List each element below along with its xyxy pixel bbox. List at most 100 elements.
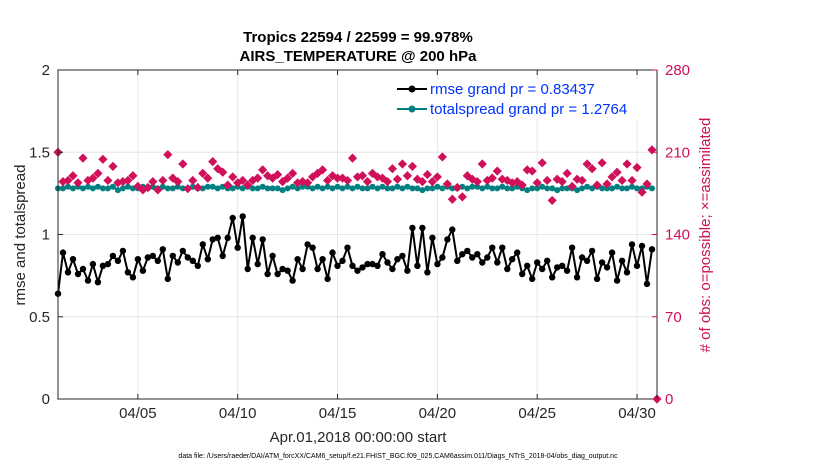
obs-marker-113 bbox=[617, 175, 627, 186]
obs-marker-46 bbox=[283, 173, 293, 183]
rmse-point-15 bbox=[129, 274, 137, 281]
obs-marker-31 bbox=[208, 157, 218, 167]
totalspread-point-96 bbox=[534, 185, 541, 192]
obs-marker-5 bbox=[78, 153, 88, 163]
totalspread-point-87 bbox=[489, 185, 496, 192]
totalspread-point-77 bbox=[439, 185, 446, 192]
y-tick-label-4: 2 bbox=[42, 62, 50, 79]
totalspread-point-54 bbox=[324, 183, 331, 190]
rmse-point-95 bbox=[529, 275, 536, 283]
legend-totalspread-marker bbox=[408, 105, 416, 113]
totalspread-point-105 bbox=[579, 185, 586, 192]
totalspread-point-24 bbox=[174, 183, 181, 190]
y-tick-label-2: 1 bbox=[42, 227, 50, 244]
rmse-point-90 bbox=[504, 265, 511, 273]
rmse-point-119 bbox=[648, 246, 656, 253]
rmse-point-91 bbox=[509, 256, 516, 263]
totalspread-point-25 bbox=[179, 185, 186, 192]
rmse-point-85 bbox=[479, 259, 486, 266]
obs-marker-70 bbox=[402, 171, 413, 181]
totalspread-point-68 bbox=[394, 183, 401, 190]
obs-marker-58 bbox=[342, 175, 353, 186]
rmse-point-28 bbox=[194, 262, 201, 269]
rmse-point-73 bbox=[419, 224, 426, 232]
totalspread-point-52 bbox=[314, 183, 321, 190]
rmse-point-40 bbox=[254, 260, 261, 268]
rmse-point-112 bbox=[613, 277, 621, 284]
obs-marker-34 bbox=[223, 180, 233, 190]
obs-marker-99 bbox=[547, 195, 557, 206]
obs-marker-37 bbox=[238, 175, 248, 186]
obs-marker-25 bbox=[178, 159, 188, 169]
obs-marker-81 bbox=[457, 192, 467, 202]
totalspread-point-75 bbox=[429, 185, 436, 192]
totalspread-point-88 bbox=[494, 185, 501, 192]
y-tick-label-0: 0 bbox=[42, 391, 50, 408]
totalspread-point-104 bbox=[574, 187, 581, 194]
totalspread-point-23 bbox=[169, 185, 176, 192]
y-axis-right: 0 70 140 210 280 bbox=[652, 62, 690, 408]
rmse-point-96 bbox=[534, 259, 541, 266]
rmse-point-110 bbox=[603, 264, 611, 271]
rmse-point-58 bbox=[344, 244, 351, 251]
totalspread-point-3 bbox=[70, 185, 76, 192]
legend-box bbox=[393, 79, 652, 119]
obs-marker-110 bbox=[602, 179, 612, 189]
rmse-point-63 bbox=[369, 260, 376, 268]
rmse-point-118 bbox=[643, 280, 651, 288]
rmse-point-13 bbox=[119, 247, 127, 255]
rmse-point-61 bbox=[359, 264, 366, 271]
obs-marker-77 bbox=[437, 152, 447, 162]
obs-marker-21 bbox=[158, 175, 168, 186]
rmse-point-99 bbox=[549, 274, 556, 281]
totalspread-point-58 bbox=[344, 183, 351, 190]
obs-marker-66 bbox=[382, 177, 393, 187]
obs-marker-79 bbox=[447, 194, 457, 204]
rmse-point-52 bbox=[314, 265, 321, 273]
obs-marker-87 bbox=[487, 173, 497, 183]
rmse-point-109 bbox=[598, 259, 606, 266]
obs-marker-95 bbox=[527, 166, 537, 176]
rmse-point-77 bbox=[439, 254, 446, 261]
totalspread-point-5 bbox=[80, 185, 86, 192]
rmse-point-105 bbox=[578, 254, 586, 261]
obs-marker-96 bbox=[532, 178, 542, 188]
obs-marker-105 bbox=[577, 175, 587, 186]
rmse-point-104 bbox=[573, 274, 581, 281]
x-tick-label-3: 04/20 bbox=[419, 405, 457, 422]
totalspread-point-94 bbox=[524, 187, 531, 194]
obs-marker-80 bbox=[452, 182, 462, 193]
obs-marker-108 bbox=[592, 180, 602, 190]
rmse-point-25 bbox=[179, 247, 186, 255]
totalspread-point-106 bbox=[584, 183, 591, 190]
rmse-point-106 bbox=[583, 257, 591, 264]
totalspread-point-43 bbox=[269, 185, 276, 192]
rmse-point-23 bbox=[169, 252, 176, 260]
totalspread-point-53 bbox=[319, 185, 326, 192]
totalspread-point-63 bbox=[369, 183, 376, 190]
totalspread-point-46 bbox=[284, 185, 291, 192]
x-tick-label-0: 04/05 bbox=[119, 405, 157, 422]
x-tick-label-4: 04/25 bbox=[518, 405, 556, 422]
rmse-point-20 bbox=[154, 257, 161, 264]
data-file-footer: data file: /Users/raeder/DAI/ATM_forcXX/… bbox=[178, 453, 618, 460]
rmse-point-1 bbox=[59, 249, 67, 256]
totalspread-point-71 bbox=[409, 185, 416, 192]
totalspread-point-40 bbox=[254, 185, 261, 192]
y2-tick-label-1: 70 bbox=[665, 309, 682, 326]
obs-marker-85 bbox=[477, 159, 487, 169]
y2-axis-label: # of obs: o=possible; ×=assimilated bbox=[697, 118, 714, 353]
totalspread-point-2 bbox=[65, 183, 71, 190]
rmse-point-114 bbox=[623, 269, 631, 276]
totalspread-point-42 bbox=[264, 185, 271, 192]
totalspread-point-76 bbox=[434, 183, 441, 190]
obs-marker-118 bbox=[642, 179, 652, 189]
rmse-point-14 bbox=[124, 269, 132, 276]
obs-marker-68 bbox=[392, 174, 403, 184]
y2-tick-label-3: 210 bbox=[665, 144, 690, 161]
chart-title: Tropics 22594 / 22599 = 99.978% bbox=[243, 29, 473, 46]
rmse-point-18 bbox=[144, 254, 151, 261]
obs-marker-41 bbox=[258, 165, 268, 175]
rmse-point-75 bbox=[429, 234, 436, 241]
obs-marker-35 bbox=[228, 172, 238, 182]
